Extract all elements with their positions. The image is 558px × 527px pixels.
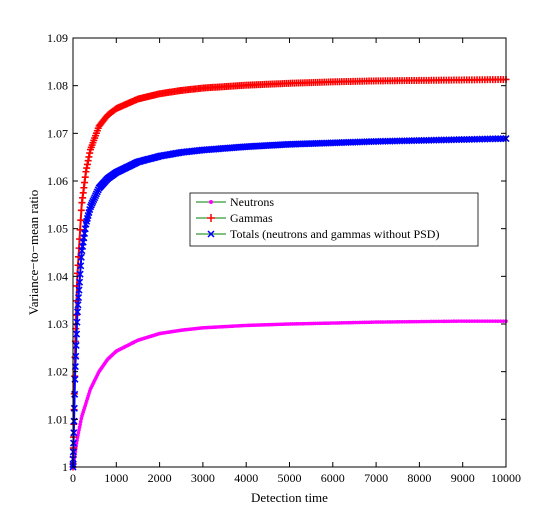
x-tick-label: 1000 — [104, 471, 128, 485]
data-point — [501, 319, 506, 323]
data-point — [76, 278, 84, 286]
data-point — [75, 286, 83, 294]
legend-marker — [207, 214, 215, 222]
data-point — [78, 422, 82, 427]
data-point — [429, 319, 434, 324]
data-point — [77, 425, 82, 430]
data-point — [434, 319, 439, 324]
data-point — [494, 135, 502, 143]
data-point — [72, 352, 80, 360]
data-point — [77, 253, 85, 261]
legend-entry-gammas: Gammas — [196, 211, 273, 225]
x-tick-label: 5000 — [278, 471, 302, 485]
y-tick-label: 1.09 — [47, 31, 68, 45]
data-point — [70, 429, 78, 437]
data-point — [475, 319, 479, 323]
legend-entries: Neutrons Gammas Totals (neutrons and gamma… — [196, 195, 439, 241]
data-point — [489, 135, 497, 143]
data-point — [447, 319, 451, 324]
legend-label: Gammas — [230, 211, 273, 225]
data-point — [457, 319, 461, 323]
x-tick-label: 8000 — [407, 471, 431, 485]
data-point — [483, 135, 492, 143]
data-point — [77, 262, 85, 270]
data-point — [439, 319, 444, 324]
legend-entry-totals-neutrons-and-gammas-without-psd: Totals (neutrons and gammas without PSD) — [196, 227, 439, 241]
data-point — [488, 319, 492, 323]
series-totals-neutrons-and-gammas-without-psd — [69, 135, 510, 471]
x-tick-label: 3000 — [191, 471, 215, 485]
x-tick-label: 9000 — [451, 471, 475, 485]
x-tick-label: 7000 — [364, 471, 388, 485]
data-point — [78, 419, 83, 424]
data-point — [77, 216, 85, 224]
data-point — [462, 319, 466, 323]
data-point — [490, 319, 495, 323]
legend: Neutrons Gammas Totals (neutrons and gamma… — [189, 192, 479, 247]
data-point — [477, 319, 482, 323]
data-point — [449, 319, 454, 324]
data-point — [496, 319, 500, 323]
y-tick-label: 1 — [62, 460, 68, 474]
y-axis-title: Variance−to−mean ratio — [26, 190, 41, 315]
data-point — [73, 308, 82, 316]
data-point — [74, 301, 82, 309]
legend-marker — [209, 200, 213, 204]
x-axis-title: Detection time — [251, 490, 328, 505]
x-tick-label: 10000 — [491, 471, 521, 485]
data-point — [499, 135, 507, 143]
data-point — [444, 319, 449, 324]
data-point — [491, 135, 499, 143]
data-point — [77, 428, 81, 432]
y-tick-label: 1.08 — [47, 79, 68, 93]
y-tick-label: 1.03 — [47, 317, 68, 331]
data-point — [497, 135, 505, 143]
legend-label: Totals (neutrons and gammas without PSD) — [230, 227, 439, 241]
x-tick-label: 6000 — [321, 471, 345, 485]
x-tick-label: 4000 — [234, 471, 258, 485]
legend-marker — [207, 230, 215, 238]
data-point — [452, 319, 456, 324]
data-point — [437, 319, 441, 324]
data-point — [76, 226, 84, 234]
data-point — [74, 293, 83, 302]
data-point — [427, 319, 431, 324]
data-point — [498, 319, 503, 323]
data-point — [69, 439, 78, 447]
ticks-layer: 0 1000 2000 3000 4000 5000 6000 7000 8000 9000 100… — [47, 31, 521, 485]
data-point — [472, 319, 477, 323]
y-tick-label: 1.05 — [47, 222, 68, 236]
legend-label: Neutrons — [230, 195, 274, 209]
legend-box — [189, 192, 479, 247]
x-tick-label: 0 — [70, 471, 76, 485]
data-point — [76, 270, 84, 278]
data-point — [485, 319, 490, 323]
series-layer — [69, 75, 510, 471]
data-point — [464, 319, 469, 323]
legend-entry-neutrons: Neutrons — [196, 195, 274, 209]
data-point — [459, 319, 464, 323]
data-point — [77, 206, 85, 214]
data-point — [493, 319, 498, 323]
y-tick-label: 1.06 — [47, 174, 68, 188]
data-point — [70, 404, 78, 412]
data-point — [454, 319, 459, 324]
data-point — [486, 135, 494, 143]
data-point — [72, 341, 80, 350]
data-point — [467, 319, 472, 323]
y-tick-label: 1.01 — [47, 412, 68, 426]
data-point — [483, 319, 487, 323]
data-point — [480, 319, 485, 323]
data-point — [432, 319, 436, 324]
x-tick-label: 2000 — [148, 471, 172, 485]
y-tick-label: 1.04 — [47, 269, 68, 283]
data-point — [442, 319, 446, 324]
y-tick-label: 1.02 — [47, 365, 68, 379]
y-tick-label: 1.07 — [47, 126, 68, 140]
data-point — [470, 319, 474, 323]
data-point — [73, 330, 81, 338]
